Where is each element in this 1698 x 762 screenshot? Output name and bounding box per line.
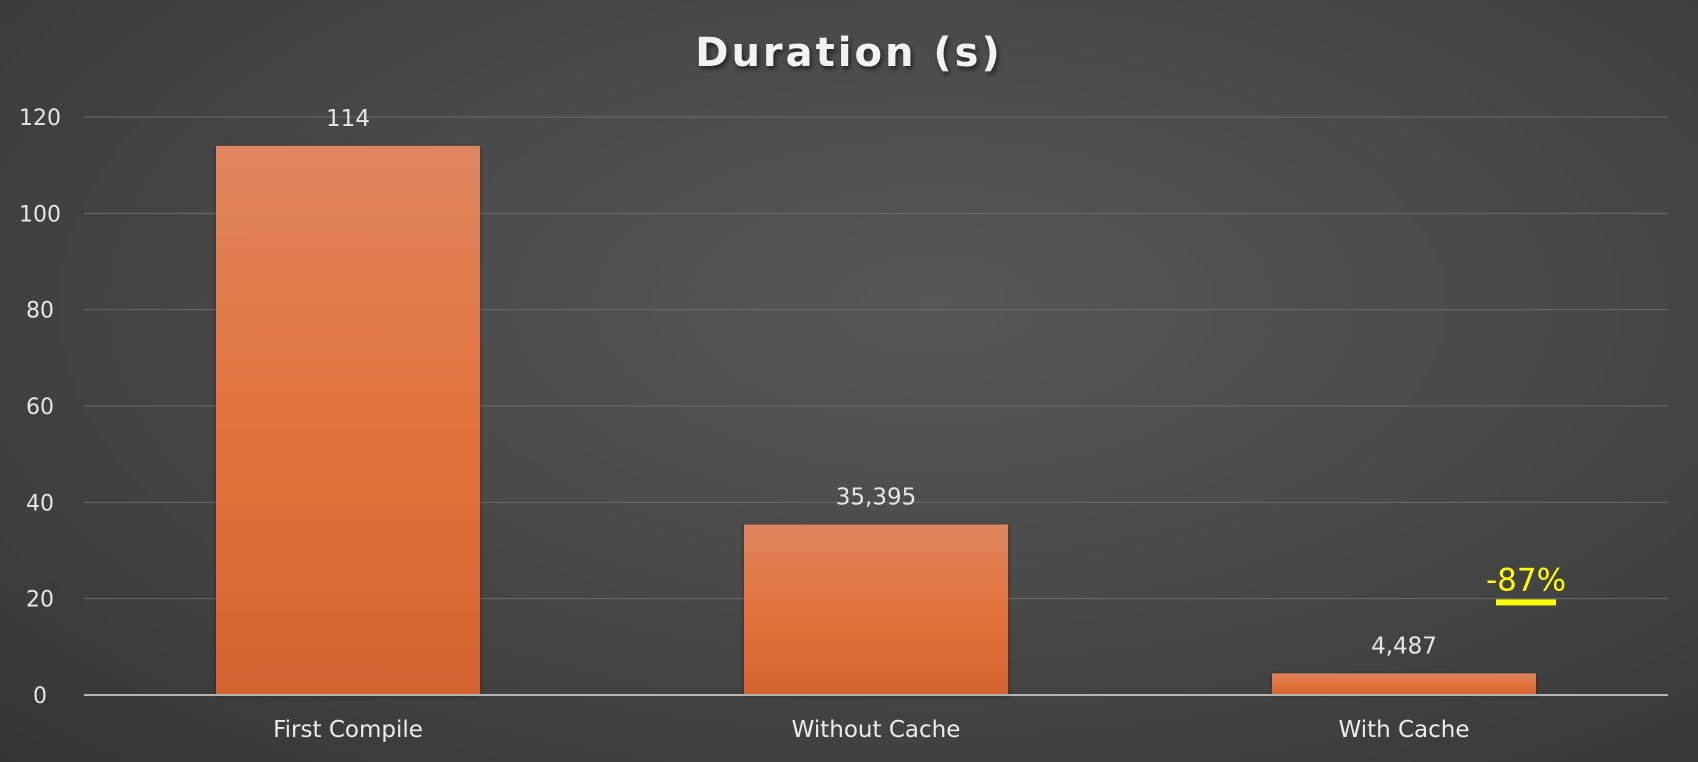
- data-labels: 114 35,395 4,487: [326, 106, 1437, 659]
- annotation-underline: [1496, 599, 1556, 606]
- bar-with-cache: [1272, 673, 1536, 695]
- y-tick-label-60: 60: [26, 395, 54, 420]
- x-tick-label-with-cache: With Cache: [1338, 717, 1469, 743]
- data-label-without-cache: 35,395: [836, 485, 916, 511]
- annotation: -87%: [1486, 562, 1566, 606]
- data-label-with-cache: 4,487: [1371, 633, 1437, 659]
- data-label-first-compile: 114: [326, 106, 370, 132]
- chart-title: Duration (s): [695, 30, 1002, 76]
- x-tick-label-first-compile: First Compile: [273, 717, 423, 743]
- annotation-label: -87%: [1486, 562, 1566, 598]
- y-tick-label-40: 40: [26, 491, 54, 516]
- bar-first-compile: [216, 145, 480, 695]
- y-tick-label-80: 80: [26, 299, 54, 324]
- y-tick-label-0: 0: [33, 684, 47, 709]
- x-axis-categories: First Compile Without Cache With Cache: [273, 717, 1469, 743]
- bars: [216, 145, 1536, 695]
- y-tick-label-100: 100: [19, 202, 61, 227]
- y-axis-ticks: 0 20 40 60 80 100 120: [19, 106, 61, 709]
- x-tick-label-without-cache: Without Cache: [792, 717, 961, 743]
- bar-without-cache: [744, 524, 1008, 695]
- y-tick-label-20: 20: [26, 588, 54, 613]
- y-tick-label-120: 120: [19, 106, 61, 131]
